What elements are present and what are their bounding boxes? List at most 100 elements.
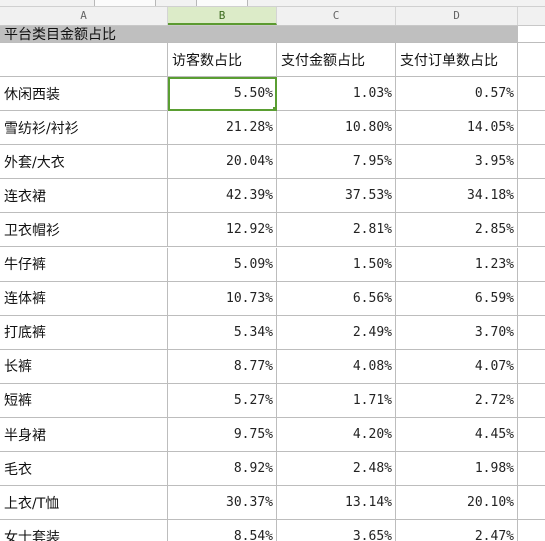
category-name-cell[interactable]: 半身裙 <box>0 418 168 453</box>
amount-share-cell[interactable]: 7.95% <box>277 145 396 180</box>
visitors-share-cell[interactable]: 9.75% <box>168 418 277 453</box>
empty-cell[interactable] <box>518 384 545 418</box>
table-title[interactable]: 平台类目金额占比 <box>0 26 168 43</box>
table-row: 女士套装 8.54% 3.65% 2.47% <box>0 520 545 541</box>
empty-cell[interactable] <box>518 43 545 77</box>
amount-share-cell[interactable]: 10.80% <box>277 111 396 146</box>
empty-cell[interactable] <box>518 213 545 248</box>
visitors-share-cell[interactable]: 10.73% <box>168 281 277 316</box>
title-cell[interactable] <box>396 26 518 43</box>
category-name-cell[interactable]: 连衣裙 <box>0 179 168 214</box>
column-header-e[interactable] <box>518 7 545 25</box>
orders-share-cell[interactable]: 2.72% <box>396 383 518 418</box>
orders-share-cell[interactable]: 20.10% <box>396 486 518 521</box>
title-cell[interactable] <box>277 26 396 43</box>
visitors-share-cell[interactable]: 5.34% <box>168 315 277 350</box>
amount-share-cell[interactable]: 3.65% <box>277 520 396 541</box>
orders-share-cell[interactable]: 1.23% <box>396 247 518 282</box>
table-row: 连衣裙 42.39% 37.53% 34.18% <box>0 179 545 214</box>
orders-share-cell[interactable]: 3.70% <box>396 315 518 350</box>
orders-share-cell[interactable]: 3.95% <box>396 145 518 180</box>
category-name-cell[interactable]: 长裤 <box>0 349 168 384</box>
empty-cell[interactable] <box>518 452 545 487</box>
top-toolbar-fragment <box>0 0 545 7</box>
column-header-c[interactable]: C <box>277 7 396 25</box>
amount-share-cell[interactable]: 37.53% <box>277 179 396 214</box>
category-name-cell[interactable]: 雪纺衫/衬衫 <box>0 111 168 146</box>
amount-share-cell[interactable]: 1.03% <box>277 77 396 112</box>
category-name-cell[interactable]: 外套/大衣 <box>0 145 168 180</box>
amount-share-cell[interactable]: 2.48% <box>277 452 396 487</box>
toolbar-tab[interactable] <box>196 0 248 6</box>
toolbar-tab[interactable] <box>94 0 156 6</box>
visitors-share-cell[interactable]: 21.28% <box>168 111 277 146</box>
column-header-d[interactable]: D <box>396 7 518 25</box>
orders-share-cell[interactable]: 14.05% <box>396 111 518 146</box>
orders-share-cell[interactable]: 2.47% <box>396 520 518 541</box>
empty-cell[interactable] <box>518 316 545 350</box>
visitors-share-cell[interactable]: 8.54% <box>168 520 277 541</box>
amount-share-cell[interactable]: 2.81% <box>277 213 396 248</box>
amount-share-cell[interactable]: 6.56% <box>277 281 396 316</box>
empty-cell[interactable] <box>518 486 545 521</box>
category-name-cell[interactable]: 打底裤 <box>0 315 168 350</box>
visitors-share-cell[interactable]: 5.27% <box>168 383 277 418</box>
orders-share-cell[interactable]: 34.18% <box>396 179 518 214</box>
category-name-cell[interactable]: 牛仔裤 <box>0 247 168 282</box>
empty-cell[interactable] <box>518 179 545 214</box>
empty-cell[interactable] <box>518 77 545 112</box>
visitors-share-cell[interactable]: 8.92% <box>168 452 277 487</box>
empty-cell[interactable] <box>518 418 545 453</box>
header-cell-amount[interactable]: 支付金额占比 <box>277 43 396 77</box>
amount-share-cell[interactable]: 1.50% <box>277 247 396 282</box>
orders-share-cell[interactable]: 6.59% <box>396 281 518 316</box>
table-row: 休闲西装 5.50% 1.03% 0.57% <box>0 77 545 112</box>
visitors-share-cell[interactable]: 5.09% <box>168 247 277 282</box>
empty-cell[interactable] <box>518 111 545 146</box>
amount-share-cell[interactable]: 4.08% <box>277 349 396 384</box>
table-row: 打底裤 5.34% 2.49% 3.70% <box>0 315 545 350</box>
visitors-share-cell[interactable]: 12.92% <box>168 213 277 248</box>
table-row: 外套/大衣 20.04% 7.95% 3.95% <box>0 145 545 180</box>
empty-cell[interactable] <box>518 282 545 316</box>
orders-share-cell[interactable]: 2.85% <box>396 213 518 248</box>
empty-cell[interactable] <box>518 248 545 282</box>
visitors-share-cell[interactable]: 5.50% <box>168 77 277 112</box>
empty-cell[interactable] <box>518 520 545 541</box>
category-name-cell[interactable]: 卫衣帽衫 <box>0 213 168 248</box>
visitors-share-cell[interactable]: 20.04% <box>168 145 277 180</box>
empty-cell[interactable] <box>518 350 545 384</box>
empty-cell[interactable] <box>518 26 545 43</box>
category-name-cell[interactable]: 休闲西装 <box>0 77 168 112</box>
category-name-cell[interactable]: 女士套装 <box>0 520 168 541</box>
header-cell-visitors[interactable]: 访客数占比 <box>168 43 277 77</box>
orders-share-cell[interactable]: 1.98% <box>396 452 518 487</box>
title-cell[interactable] <box>168 26 277 43</box>
table-row: 连体裤 10.73% 6.56% 6.59% <box>0 281 545 316</box>
category-name-cell[interactable]: 上衣/T恤 <box>0 486 168 521</box>
orders-share-cell[interactable]: 4.07% <box>396 349 518 384</box>
table-row: 毛衣 8.92% 2.48% 1.98% <box>0 452 545 487</box>
amount-share-cell[interactable]: 13.14% <box>277 486 396 521</box>
column-header-a[interactable]: A <box>0 7 168 25</box>
visitors-share-cell[interactable]: 8.77% <box>168 349 277 384</box>
header-row: 访客数占比 支付金额占比 支付订单数占比 <box>0 43 545 77</box>
visitors-share-cell[interactable]: 30.37% <box>168 486 277 521</box>
column-header-b[interactable]: B <box>168 7 277 25</box>
header-cell-orders[interactable]: 支付订单数占比 <box>396 43 518 77</box>
amount-share-cell[interactable]: 1.71% <box>277 383 396 418</box>
table-row: 雪纺衫/衬衫 21.28% 10.80% 14.05% <box>0 111 545 146</box>
spreadsheet-grid: 平台类目金额占比 访客数占比 支付金额占比 支付订单数占比 休闲西装 5.50% 1… <box>0 26 545 541</box>
category-name-cell[interactable]: 连体裤 <box>0 281 168 316</box>
visitors-share-cell[interactable]: 42.39% <box>168 179 277 214</box>
empty-cell[interactable] <box>518 145 545 180</box>
table-row: 短裤 5.27% 1.71% 2.72% <box>0 383 545 418</box>
header-cell-a[interactable] <box>0 43 168 77</box>
orders-share-cell[interactable]: 0.57% <box>396 77 518 112</box>
column-headers: A B C D <box>0 7 545 26</box>
category-name-cell[interactable]: 短裤 <box>0 383 168 418</box>
amount-share-cell[interactable]: 4.20% <box>277 418 396 453</box>
amount-share-cell[interactable]: 2.49% <box>277 315 396 350</box>
orders-share-cell[interactable]: 4.45% <box>396 418 518 453</box>
category-name-cell[interactable]: 毛衣 <box>0 452 168 487</box>
